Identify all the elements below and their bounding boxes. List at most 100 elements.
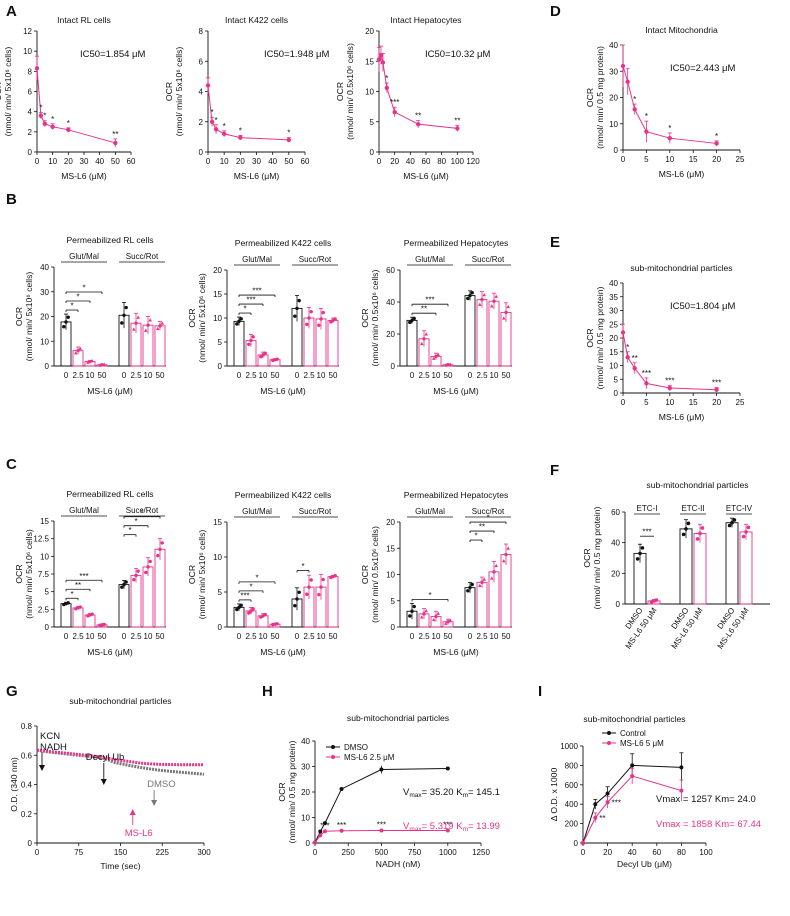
chart-a1-y-tick-label: 12 (23, 27, 32, 36)
chart-c3-category-label: 2.5 (476, 632, 488, 641)
chart-a2-significance: * (223, 122, 226, 131)
chart-g-x-tick-label: 0 (35, 848, 40, 857)
chart-h-x-tick-label: 1250 (472, 848, 490, 857)
chart-c3-bar (500, 554, 512, 628)
chart-i-x-label: Decyl Ub (μM) (617, 859, 672, 869)
panel-letter-b: B (6, 191, 17, 208)
chart-c3-replicate-dot (410, 609, 414, 613)
chart-b2-replicate-dot (247, 342, 251, 347)
chart-f-y-tick-label: 40 (611, 539, 620, 548)
chart-b1-category-label: 50 (156, 371, 165, 380)
chart-c2-bracket-label: *** (240, 591, 249, 600)
chart-c3-category-label: 50 (444, 632, 453, 641)
chart-e-significance: *** (712, 379, 721, 388)
chart-d-x-tick-label: 15 (689, 155, 698, 164)
chart-b1-bracket-label: * (82, 284, 85, 293)
chart-b3-replicate-dot (506, 304, 510, 309)
chart-c2-replicate-dot (249, 609, 253, 613)
chart-d-title: Intact Mitochondria (645, 25, 718, 35)
chart-h-y-tick-label: 40 (301, 737, 310, 746)
chart-a2-x-tick-label: 20 (236, 157, 245, 166)
chart-e-title: sub-mitochondrial particles (630, 263, 732, 273)
chart-c2-y-tick-label: 10 (213, 553, 222, 562)
chart-b2-bar (327, 319, 339, 367)
chart-b1-group-label: Succ/Rot (126, 252, 159, 261)
chart-f-replicate-dot (635, 557, 640, 561)
chart-i-point (593, 802, 598, 807)
chart-c3-replicate-dot (432, 617, 436, 622)
chart-b1-category-label: 0 (64, 371, 69, 380)
chart-b1-replicate-dot (62, 324, 66, 329)
chart-c2-bracket-label: * (255, 573, 258, 582)
chart-h-point (339, 786, 344, 791)
chart-d-point (667, 135, 672, 141)
chart-b2-y-tick-label: 20 (213, 266, 222, 275)
chart-c3-replicate-dot (490, 576, 494, 580)
chart-c3-bracket-label: ** (479, 523, 485, 532)
chart-a1-y-label: (nmol/ min/ 5x10⁶ cells) (3, 47, 13, 137)
chart-a2-significance: * (287, 129, 290, 138)
chart-i-fit-msl6: Vmax = 1858 Km= 67.44 (656, 819, 761, 830)
chart-c1-category-label: 0 (64, 632, 69, 641)
chart-i-point (630, 763, 635, 768)
chart-g-series-dmso (36, 748, 205, 776)
chart-b2-group-label: Glut/Mal (242, 255, 272, 264)
chart-b1-y-tick-label: 10 (40, 337, 49, 346)
chart-b2-replicate-dot (237, 319, 241, 324)
chart-b2-category-label: 10 (259, 371, 268, 380)
chart-c1-y-tick-label: 7.5 (38, 570, 50, 579)
chart-f-replicate-dot (700, 526, 705, 530)
chart-e-x-tick-label: 0 (621, 398, 626, 407)
chart-e-significance: * (626, 343, 629, 352)
chart-a1-y-tick-label: 4 (28, 108, 33, 117)
chart-c1-y-label: (nmol/ min/ 5x10⁶ cells) (24, 529, 34, 619)
chart-b3-replicate-dot (444, 363, 448, 367)
chart-h-point (445, 828, 450, 833)
chart-e-y-label: OCR (585, 328, 595, 347)
chart-b1-title: Permeabilized RL cells (66, 235, 153, 245)
chart-g-msl6-arrowhead (129, 809, 136, 815)
chart-c1-category-label: 2.5 (72, 632, 84, 641)
chart-c1-bracket-label: * (70, 590, 73, 599)
chart-b1-bracket-label: * (76, 293, 79, 302)
chart-c2-y-tick-label: 5 (218, 588, 223, 597)
chart-b3-y-tick-label: 40 (386, 298, 395, 307)
chart-f-replicate-dot (730, 520, 734, 525)
chart-a1-title: Intact RL cells (57, 15, 111, 25)
chart-c2-replicate-dot (321, 577, 325, 582)
chart-i-fit-control: Vmax = 1257 Km= 24.0 (656, 794, 756, 805)
chart-c3-replicate-dot (480, 580, 484, 585)
chart-b1-y-tick-label: 40 (40, 263, 49, 272)
chart-i-point (679, 788, 684, 793)
chart-c3-y-tick-label: 5 (391, 597, 396, 606)
chart-c2-replicate-dot (251, 607, 255, 611)
chart-a2-ic50: IC50=1.948 μM (264, 49, 330, 60)
chart-i-x-tick-label: 60 (652, 848, 661, 857)
panel-letter-i: I (538, 683, 542, 700)
chart-b1-replicate-dot (156, 326, 160, 331)
chart-c3-replicate-dot (412, 604, 416, 609)
chart-f-bar (739, 531, 753, 605)
chart-g-title: sub-mitochondrial particles (69, 696, 171, 706)
chart-c3-replicate-dot (436, 611, 440, 615)
chart-b2-replicate-dot (275, 357, 279, 361)
chart-c2-replicate-dot (309, 578, 313, 582)
chart-c3-bracket-label: * (474, 532, 477, 541)
chart-c3-title: Permeabilized Hepatocytes (404, 490, 509, 500)
chart-b3-category-label: 10 (432, 371, 441, 380)
chart-g-nadh-label: NADH (40, 742, 67, 753)
chart-i-y-tick-label: 0 (574, 839, 579, 848)
chart-b2-category-label: 50 (329, 371, 338, 380)
chart-a3-x-tick-label: 40 (406, 157, 415, 166)
chart-b2-y-label: OCR (187, 308, 197, 327)
chart-a2-point (238, 135, 243, 140)
chart-c3-replicate-dot (494, 563, 498, 568)
chart-c1-replicate-dot (134, 573, 138, 578)
chart-i-legend-label: Control (620, 729, 646, 738)
chart-d-point (620, 63, 626, 69)
chart-b2-replicate-dot (297, 298, 301, 303)
chart-i-series-line (582, 775, 682, 844)
chart-i-legend-marker (607, 731, 611, 735)
chart-b3-category-label: 10 (490, 371, 499, 380)
panel-letter-f: F (550, 462, 559, 479)
